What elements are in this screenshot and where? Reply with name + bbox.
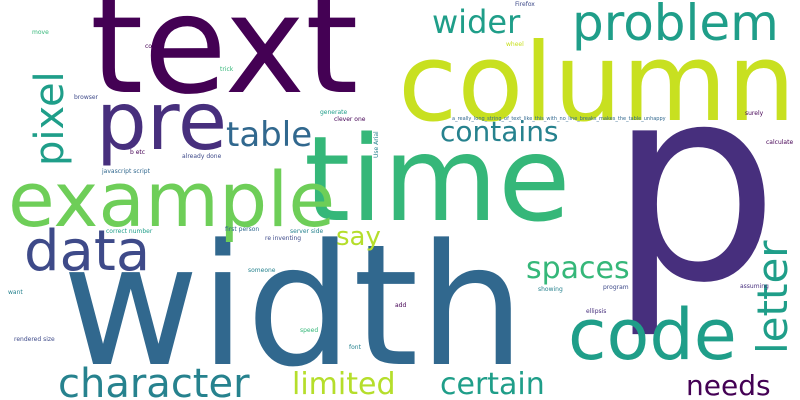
word-data: data (24, 219, 151, 284)
word-table: table (226, 115, 313, 155)
word-limited: limited (292, 367, 396, 400)
word-b-etc: b etc (130, 149, 146, 156)
word-width: width (62, 208, 526, 400)
word-code: code (568, 294, 737, 376)
word-server-side: server side (290, 228, 324, 235)
word-p: p (608, 27, 780, 342)
word-correct-number: correct number (106, 228, 153, 235)
word-rendered-size: rendered size (14, 336, 55, 343)
word-javascript-script: javascript script (102, 168, 150, 175)
word-use-arial: Use Arial (373, 131, 380, 158)
word-speed: speed (300, 327, 319, 334)
word-re-inventing: re inventing (265, 235, 302, 242)
word-pre: pre (96, 75, 228, 168)
word-browser: browser (74, 94, 99, 101)
word-firefox: Firefox (515, 1, 535, 8)
word-want: want (8, 289, 23, 296)
word-wider: wider (432, 3, 521, 41)
word-first-person: first person (225, 226, 260, 233)
word-text: text (90, 0, 359, 125)
word-time: time (304, 110, 571, 248)
word-letter: letter (748, 240, 797, 354)
word-font: font (349, 344, 361, 351)
word-add: add (395, 302, 407, 309)
word-trick: trick (220, 66, 234, 73)
word-calculate: calculate (766, 139, 794, 146)
word-generate: generate (320, 109, 348, 116)
word-surely: surely (745, 110, 764, 117)
word-spaces: spaces (526, 251, 630, 286)
word-program: program (603, 284, 629, 291)
word-already-done: already done (182, 153, 222, 160)
word-showing: showing (538, 286, 563, 293)
word-clever-one: clever one (334, 116, 366, 123)
word-character: character (58, 361, 250, 400)
word-certain: certain (440, 367, 545, 400)
word-come: come (145, 43, 162, 50)
word-pixel: pixel (27, 71, 73, 166)
word-column: column (398, 21, 796, 146)
word-needs: needs (686, 369, 771, 400)
word-problem: problem (572, 0, 779, 52)
word-assuming: assuming (740, 283, 769, 290)
word-move: move (32, 29, 49, 36)
word-long-string: a_really_long_string_of_text_like_this_w… (452, 116, 666, 122)
word-ellipsis: ellipsis (586, 308, 607, 315)
word-someone: someone (248, 267, 276, 274)
word-example: example (8, 155, 336, 244)
word-say: say (336, 222, 381, 252)
word-contains: contains (440, 115, 559, 148)
word-wheel: wheel (506, 41, 524, 48)
